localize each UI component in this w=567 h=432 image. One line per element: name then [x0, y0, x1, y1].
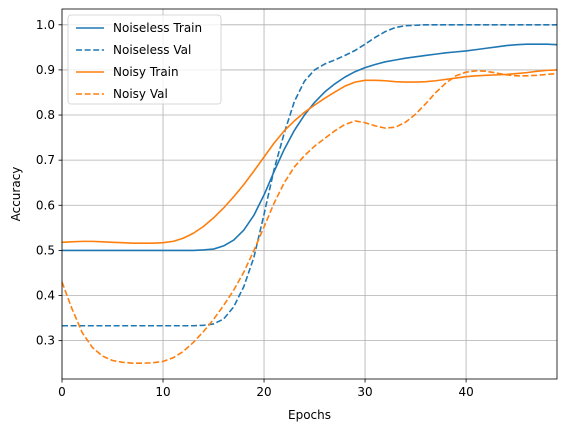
y-tick-label: 0.9 [36, 63, 55, 77]
y-tick-label: 0.5 [36, 243, 55, 257]
legend-entry-label: Noisy Val [113, 87, 168, 101]
x-tick-label: 40 [458, 385, 473, 399]
x-tick-label: 10 [155, 385, 170, 399]
series-line-noiseless-val [62, 23, 557, 327]
y-tick-label: 1.0 [36, 18, 55, 32]
series-line-noisy-train [61, 69, 558, 244]
legend-entry-label: Noiseless Val [113, 43, 191, 57]
y-tick-label: 0.4 [36, 289, 55, 303]
x-axis-label: Epochs [288, 408, 331, 422]
y-tick-label: 0.3 [36, 334, 55, 348]
y-tick-label: 0.8 [36, 108, 55, 122]
x-tick-label: 30 [357, 385, 372, 399]
legend-box [67, 14, 222, 105]
legend: Noiseless Train Noiseless Val Noisy Train N… [67, 14, 222, 105]
y-tick-label: 0.7 [36, 153, 55, 167]
series-line-noisy-val [61, 70, 558, 365]
legend-entry-label: Noisy Train [113, 65, 179, 79]
plot-frame [61, 8, 558, 380]
y-axis-label: Accuracy [9, 167, 23, 222]
legend-entry-label: Noiseless Train [113, 21, 202, 35]
y-tick-label: 0.6 [36, 198, 55, 212]
axis-ticks: 0 10 20 30 40 0.3 0.4 0.5 0.6 0.7 0.8 0.9 1.0 [36, 18, 474, 399]
x-tick-label: 0 [58, 385, 66, 399]
series-lines [61, 23, 558, 365]
x-tick-label: 20 [256, 385, 271, 399]
